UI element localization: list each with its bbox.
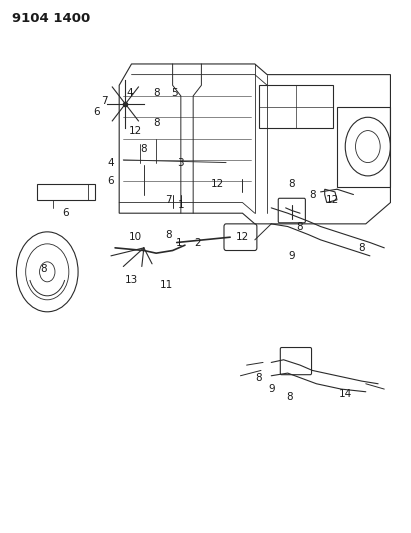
Text: 3: 3	[178, 158, 184, 167]
Text: 7: 7	[102, 96, 108, 106]
Text: 8: 8	[358, 243, 365, 253]
Text: 6: 6	[93, 107, 100, 117]
Text: 8: 8	[40, 264, 46, 274]
Text: 9: 9	[289, 251, 295, 261]
Text: 12: 12	[326, 195, 339, 205]
Text: 8: 8	[286, 392, 293, 402]
Text: 8: 8	[297, 222, 303, 231]
Text: 6: 6	[62, 208, 69, 218]
Text: 8: 8	[165, 230, 172, 239]
Text: 8: 8	[153, 118, 159, 127]
Text: 10: 10	[129, 232, 142, 242]
Text: 6: 6	[108, 176, 114, 186]
Text: 8: 8	[141, 144, 147, 154]
Text: 1: 1	[178, 200, 184, 210]
Text: 13: 13	[125, 275, 138, 285]
Text: 8: 8	[256, 374, 262, 383]
Text: 12: 12	[236, 232, 249, 242]
Text: 7: 7	[165, 195, 172, 205]
Text: 8: 8	[153, 88, 159, 98]
Text: 8: 8	[289, 179, 295, 189]
Text: 12: 12	[211, 179, 224, 189]
Text: 1: 1	[175, 238, 182, 247]
Text: 12: 12	[129, 126, 142, 135]
Text: 5: 5	[171, 88, 178, 98]
Text: 11: 11	[160, 280, 173, 290]
Text: 8: 8	[309, 190, 316, 199]
Text: 9104 1400: 9104 1400	[12, 12, 90, 25]
Text: 4: 4	[108, 158, 114, 167]
Text: 4: 4	[126, 88, 133, 98]
Text: 9: 9	[268, 384, 275, 394]
Text: 14: 14	[339, 390, 352, 399]
Text: 2: 2	[194, 238, 201, 247]
